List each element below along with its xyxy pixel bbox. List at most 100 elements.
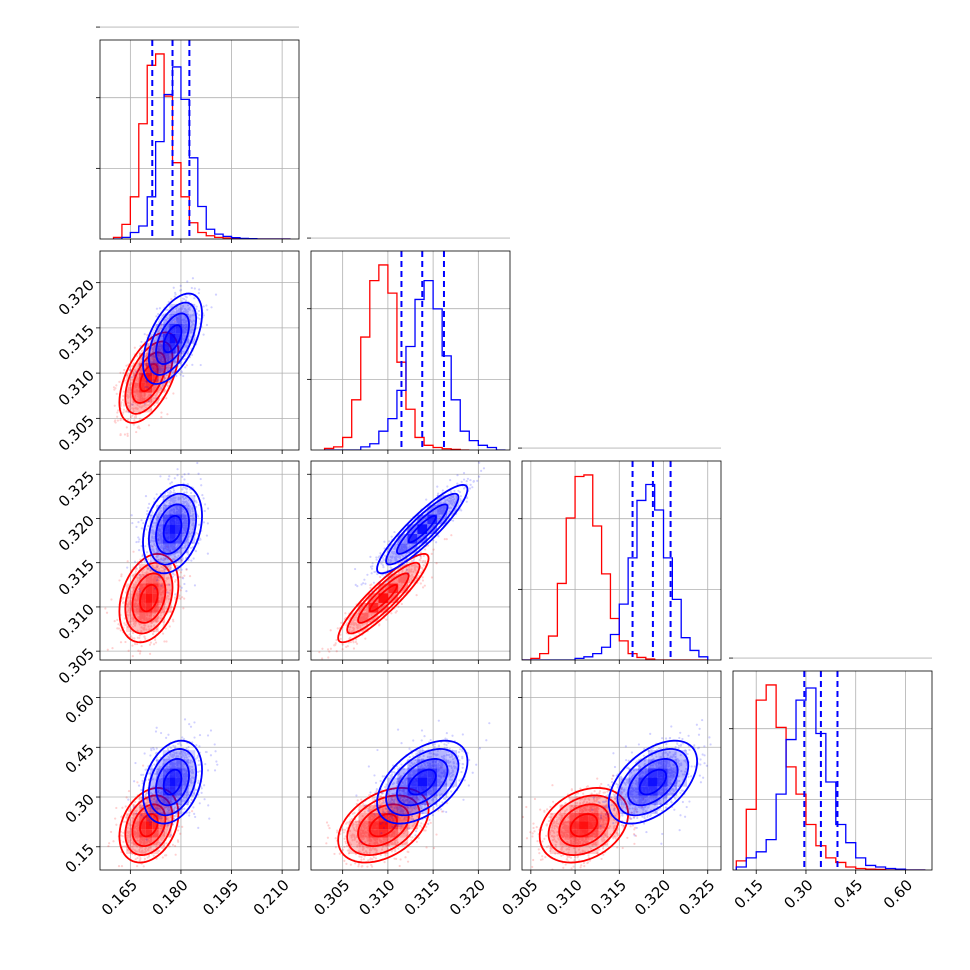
scatter-point	[128, 620, 132, 623]
scatter-point	[188, 510, 191, 513]
scatter-point	[328, 650, 331, 653]
scatter-point	[150, 548, 154, 551]
scatter-point	[153, 360, 156, 363]
scatter-point	[116, 419, 120, 422]
density-cell	[152, 583, 159, 594]
scatter-point	[173, 580, 177, 583]
scatter-point	[192, 518, 195, 521]
scatter-point	[410, 577, 413, 580]
scatter-point	[124, 591, 127, 594]
density-cell	[348, 612, 359, 623]
scatter-point	[151, 529, 154, 532]
density-cell	[145, 564, 153, 574]
scatter-point	[147, 395, 150, 398]
y-tick-label: 0.325	[55, 468, 98, 511]
scatter-point	[153, 521, 157, 525]
scatter-point	[183, 310, 186, 313]
scatter-point	[171, 500, 174, 503]
scatter-point	[122, 394, 125, 398]
scatter-point	[156, 330, 160, 334]
hist-panel-2	[518, 447, 722, 664]
scatter-point	[171, 309, 174, 312]
scatter-point	[393, 580, 396, 583]
scatter-point	[159, 611, 162, 615]
scatter-point	[126, 393, 129, 396]
density-cell	[145, 372, 153, 383]
scatter-point	[177, 543, 180, 546]
scatter-point	[136, 579, 139, 582]
scatter-point	[127, 649, 130, 652]
scatter-point	[168, 381, 171, 384]
scatter-point	[159, 357, 163, 360]
scatter-point	[131, 644, 134, 647]
scatter-point	[114, 419, 117, 422]
scatter-point	[174, 496, 177, 499]
scatter-point	[171, 319, 174, 322]
scatter-point	[149, 394, 152, 397]
scatter-point	[129, 416, 133, 419]
scatter-point	[353, 623, 356, 626]
scatter-point	[357, 624, 360, 628]
density-cell	[175, 313, 183, 324]
density-cell	[139, 602, 146, 613]
scatter-point	[186, 310, 189, 313]
scatter-point	[345, 624, 348, 627]
scatter-point	[138, 538, 141, 541]
scatter-point	[177, 309, 180, 312]
scatter-point	[158, 367, 161, 370]
scatter-point	[154, 326, 157, 329]
scatter-point	[136, 403, 139, 406]
scatter-point	[401, 570, 404, 573]
scatter-point	[147, 404, 151, 407]
scatter-point	[163, 502, 166, 506]
axes-frame	[310, 250, 511, 451]
scatter-point	[188, 505, 192, 508]
scatter-point	[181, 557, 184, 561]
scatter-point	[143, 403, 147, 407]
scatter-point	[152, 548, 155, 552]
scatter-point	[159, 614, 162, 617]
scatter-point	[131, 617, 134, 620]
density-cell	[152, 352, 159, 363]
scatter-point	[130, 381, 133, 384]
scatter-point	[136, 395, 140, 398]
scatter-point	[167, 512, 170, 515]
scatter-point	[176, 474, 179, 477]
density-cell	[156, 363, 163, 374]
scatter-point	[133, 368, 136, 371]
scatter-point	[162, 566, 165, 569]
scatter-point	[123, 402, 126, 406]
density-cell	[169, 543, 176, 554]
scatter-point	[164, 567, 167, 570]
scatter-point	[169, 497, 172, 500]
scatter-point	[164, 376, 167, 379]
scatter-point	[117, 627, 120, 630]
scatter-point	[158, 397, 161, 401]
scatter-point	[128, 383, 132, 387]
scatter-point	[375, 558, 378, 561]
scatter-point	[164, 579, 167, 583]
scatter-point	[193, 584, 197, 587]
scatter-point	[134, 415, 137, 418]
scatter-point	[333, 644, 336, 647]
scatter-point	[155, 628, 158, 631]
scatter-point	[156, 554, 159, 558]
scatter-point	[184, 310, 187, 313]
density-cell	[398, 564, 409, 574]
scatter-point	[183, 534, 186, 537]
scatter-point	[365, 621, 368, 625]
density-cell	[388, 583, 399, 594]
scatter-point	[160, 388, 163, 391]
scatter-point	[202, 314, 205, 317]
scatter-point	[408, 569, 411, 573]
scatter-point	[155, 518, 158, 521]
scatter-point	[153, 543, 156, 546]
scatter-point	[421, 586, 425, 589]
scatter-point	[424, 516, 427, 519]
scatter-point	[185, 311, 188, 314]
scatter-point	[206, 552, 209, 555]
scatter-point	[398, 583, 401, 587]
scatter-point	[391, 551, 394, 554]
scatter-point	[335, 650, 338, 653]
scatter-point	[180, 546, 183, 550]
